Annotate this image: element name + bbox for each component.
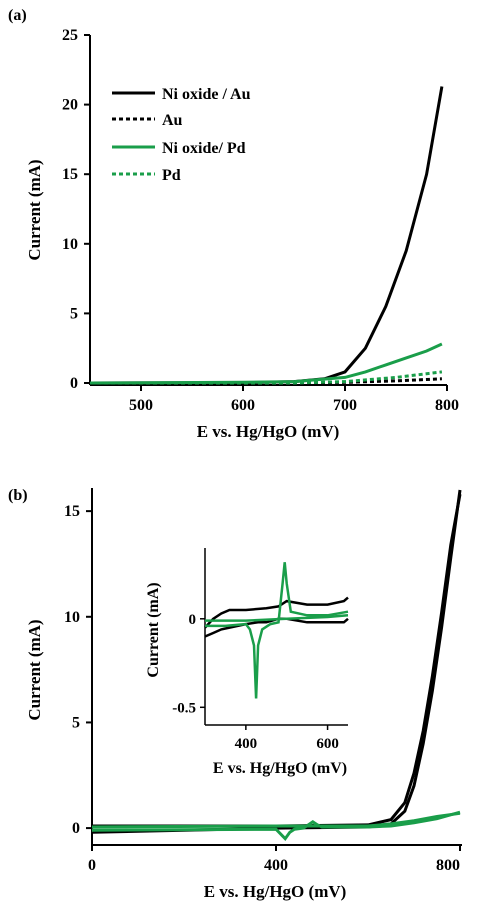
legend-label-au: Au [162,112,183,129]
panel-b-y-tick-label: 15 [64,503,80,520]
series-line-ni-oxide-au [89,86,444,385]
inset-y-tick-label: -0.5 [172,700,196,716]
series-line-pd [90,370,443,385]
panel-b-x-tick-label: 800 [436,857,460,874]
panel-b-series [91,489,462,842]
panel-a-y-tick-label: 25 [62,27,78,44]
panel-b-y-ticks: 0 5 10 15 [64,503,92,837]
panel-a-y-ticks: 0 5 10 15 20 25 [62,27,90,392]
inset-series [204,562,349,699]
panel-a-y-axis-title: Current (mA) [25,159,44,260]
panel-a-x-tick-label: 700 [333,397,357,414]
panel-b-y-tick-label: 10 [64,609,80,626]
inset-x-tick-label: 400 [235,736,258,752]
legend-label-ni-oxide-au: Ni oxide / Au [162,86,251,103]
panel-a-x-tick-label: 600 [231,397,255,414]
inset-y-tick-label: 0 [189,612,197,628]
panel-a: (a) 0 5 10 15 20 25 500 600 700 800 [8,7,459,441]
panel-b-x-tick-label: 400 [264,857,288,874]
panel-a-x-axis-title: E vs. Hg/HgO (mV) [197,422,340,441]
panel-b-x-ticks: 0 400 800 [88,845,461,874]
series-line-ni-oxide-pd [89,342,443,385]
panel-a-x-ticks: 500 600 700 800 [129,385,459,414]
inset-y-axis-title: Current (mA) [145,582,162,677]
panel-a-series [89,86,444,385]
panel-a-y-tick-label: 10 [62,236,78,253]
inset-y-ticks: 0 -0.5 [172,612,205,716]
panel-b-x-tick-label: 0 [88,857,96,874]
inset-x-tick-label: 600 [316,736,339,752]
inset-series-line [204,617,349,638]
panel-a-y-tick-label: 15 [62,166,78,183]
panel-a-label: (a) [8,7,27,24]
inset-series-line [205,562,349,699]
inset-series-line [205,614,349,622]
panel-b-y-axis-title: Current (mA) [25,619,44,720]
panel-a-x-tick-label: 500 [129,397,153,414]
inset-series-line [204,596,349,629]
legend-label-pd: Pd [162,167,181,184]
inset-x-ticks: 400 600 [235,725,339,752]
panel-b-y-tick-label: 0 [72,820,80,837]
panel-a-x-tick-label: 800 [435,397,459,414]
panel-b-series-line [91,810,461,842]
panel-a-y-tick-label: 0 [70,375,78,392]
panel-b-y-tick-label: 5 [72,714,80,731]
panel-b-label: (b) [8,487,28,504]
panel-a-y-tick-label: 5 [70,305,78,322]
panel-b: (b) 0 5 10 15 0 400 800 E vs. Hg/HgO (mV… [8,487,462,901]
legend-label-ni-oxide-pd: Ni oxide/ Pd [162,140,246,157]
panel-b-x-axis-title: E vs. Hg/HgO (mV) [204,882,347,901]
panel-a-y-tick-label: 20 [62,97,78,114]
panel-b-series-line [91,811,461,829]
inset-x-axis-title: E vs. Hg/HgO (mV) [213,760,347,777]
panel-b-inset: 0 -0.5 400 600 E vs. Hg/HgO (mV) Current… [145,548,349,777]
panel-a-legend: Ni oxide / Au Au Ni oxide/ Pd Pd [112,86,251,184]
